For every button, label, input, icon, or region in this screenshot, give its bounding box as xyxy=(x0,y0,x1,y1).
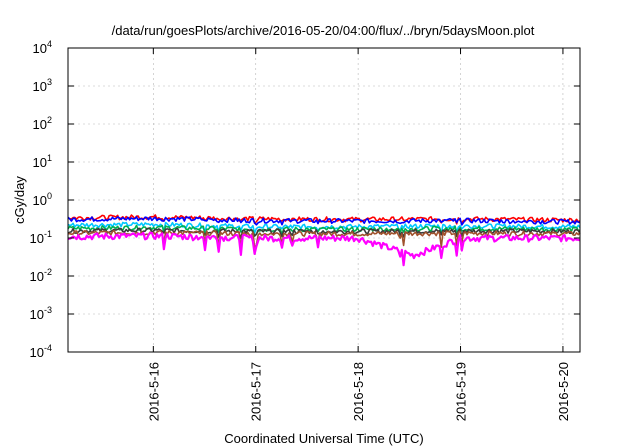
y-axis-label: cGy/day xyxy=(12,176,27,224)
series-line xyxy=(67,227,581,239)
series-group xyxy=(67,214,581,267)
series-line xyxy=(67,231,581,267)
x-axis-label: Coordinated Universal Time (UTC) xyxy=(224,431,423,446)
x-tick-label: 2016-5-19 xyxy=(454,362,469,421)
x-tick-label: 2016-5-20 xyxy=(556,362,571,421)
x-ticks: 2016-5-16 2016-5-17 2016-5-18 2016-5-19 2016… xyxy=(146,48,571,421)
x-tick-label: 2016-5-16 xyxy=(146,362,161,421)
chart-title: /data/run/goesPlots/archive/2016-05-20/0… xyxy=(112,23,535,38)
x-tick-label: 2016-5-17 xyxy=(249,362,264,421)
series-line xyxy=(67,229,581,249)
x-tick-label: 2016-5-18 xyxy=(351,362,366,421)
series-line xyxy=(67,216,581,226)
